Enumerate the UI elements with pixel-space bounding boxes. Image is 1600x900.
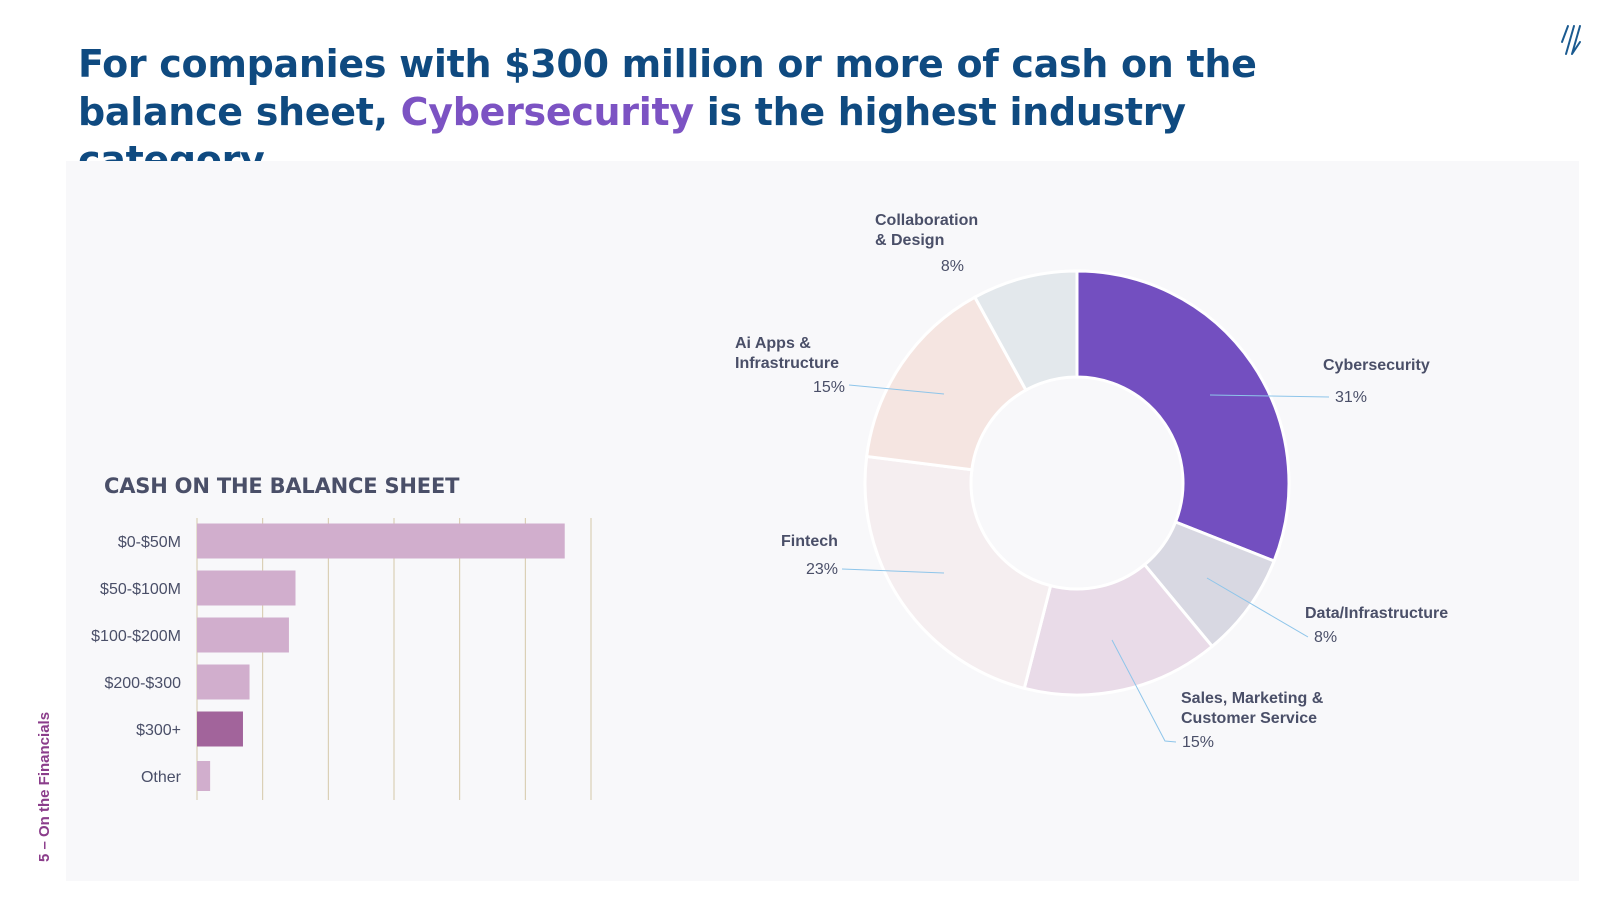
bar bbox=[197, 664, 250, 700]
slice-label: Ai Apps & bbox=[735, 335, 811, 352]
donut-slice bbox=[972, 269, 1079, 393]
leader-line bbox=[1206, 577, 1309, 638]
slice-value-label: 23% bbox=[806, 561, 838, 578]
donut-slice bbox=[864, 295, 1028, 472]
leader-line bbox=[1209, 394, 1330, 398]
bar bbox=[197, 761, 211, 791]
donut-slice bbox=[1075, 269, 1291, 563]
bar bbox=[197, 617, 289, 653]
donut-slice bbox=[1022, 562, 1215, 697]
slice-value-label: 8% bbox=[1314, 629, 1337, 646]
chart-panel bbox=[66, 161, 1579, 881]
category-label: Other bbox=[141, 769, 182, 786]
bar bbox=[197, 711, 243, 747]
category-label: $0-$50M bbox=[118, 534, 181, 551]
slice-label: Infrastructure bbox=[735, 355, 839, 372]
category-label: $200-$300 bbox=[104, 675, 181, 692]
category-label: $100-$200M bbox=[91, 628, 181, 645]
bar bbox=[197, 523, 565, 559]
bar bbox=[197, 570, 296, 606]
slice-value-label: 31% bbox=[1335, 389, 1367, 406]
slice-label: & Design bbox=[875, 232, 944, 249]
slice-label: Customer Service bbox=[1181, 710, 1317, 727]
slice-value-label: 15% bbox=[813, 379, 845, 396]
slice-label: Data/Infrastructure bbox=[1305, 605, 1448, 622]
category-label: $300+ bbox=[136, 722, 181, 739]
category-label: $50-$100M bbox=[100, 581, 181, 598]
donut-slice bbox=[863, 454, 1053, 691]
slice-value-label: 8% bbox=[941, 258, 964, 275]
slice-label: Collaboration bbox=[875, 212, 978, 229]
leader-line bbox=[841, 568, 945, 574]
brand-logo-icon bbox=[1561, 25, 1581, 55]
leader-line bbox=[1111, 639, 1177, 743]
slice-label: Cybersecurity bbox=[1323, 357, 1430, 374]
slice-label: Fintech bbox=[781, 533, 838, 550]
slice-value-label: 15% bbox=[1182, 734, 1214, 751]
slice-label: Sales, Marketing & bbox=[1181, 690, 1324, 707]
bar-chart-title: CASH ON THE BALANCE SHEET bbox=[104, 474, 460, 498]
title-highlight: Cybersecurity bbox=[400, 90, 694, 134]
leader-line bbox=[848, 384, 945, 395]
